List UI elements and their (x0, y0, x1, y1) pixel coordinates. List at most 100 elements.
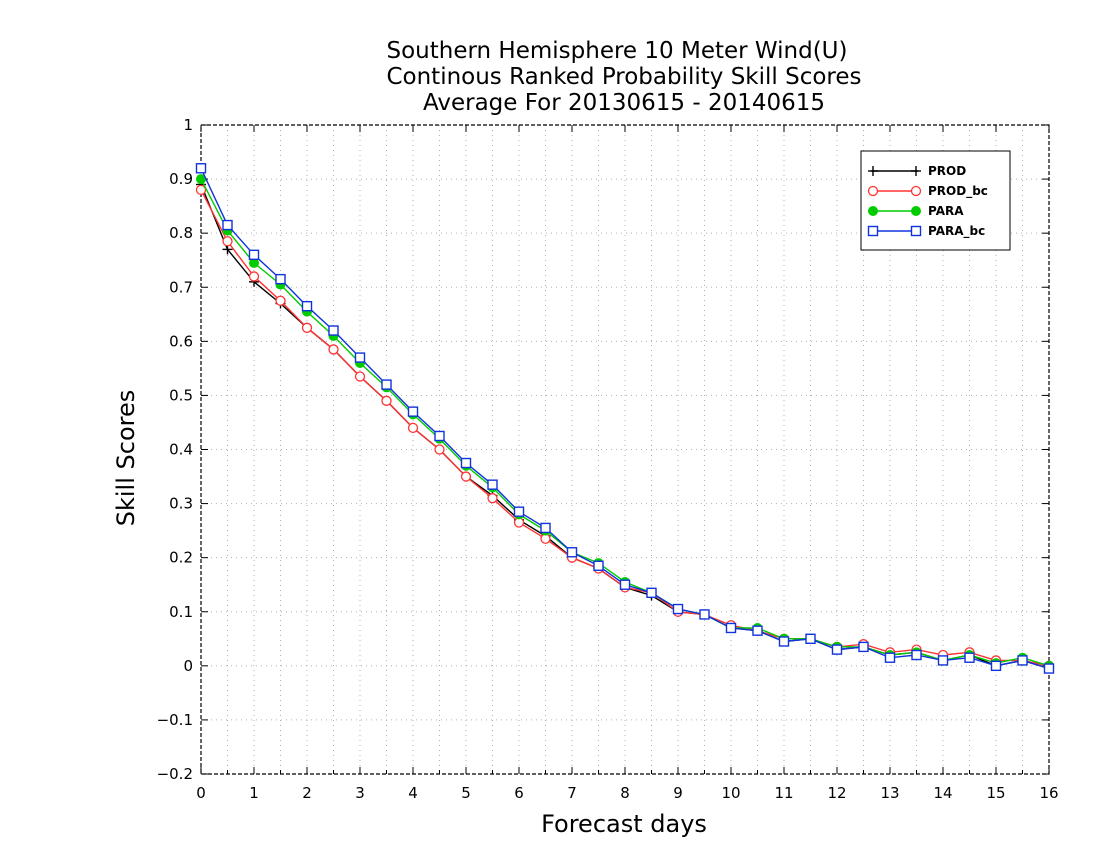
chart-title-line-1: Southern Hemisphere 10 Meter Wind(U) (387, 38, 848, 64)
legend-entry-prod: PROD (868, 164, 966, 178)
chart-title-line-3: Average For 20130615 - 20140615 (423, 90, 825, 116)
data-point-para-bc (487, 479, 498, 490)
data-point-para-bc (460, 457, 472, 469)
data-point-para-bc (328, 325, 339, 336)
legend-marker (868, 206, 878, 216)
data-point-prod-bc (301, 322, 313, 333)
data-point-prod-bc (328, 344, 339, 355)
data-point-para-bc (407, 406, 419, 417)
legend-marker (911, 166, 921, 176)
legend: PROD PROD_bc PARA PARA_bc (860, 150, 1011, 251)
y-tick-label: −0.1 (157, 711, 193, 729)
data-point-para-bc (672, 603, 684, 615)
x-tick-label: 0 (196, 784, 206, 802)
data-point-prod-bc (487, 493, 498, 504)
legend-entry-para-bc: PARA_bc (867, 224, 985, 239)
y-tick-label: 0.5 (169, 386, 193, 404)
y-axis-title: Skill Scores (112, 390, 140, 527)
x-tick-label: 15 (986, 784, 1005, 802)
legend-label-para-bc: PARA_bc (928, 224, 985, 239)
x-tick-label: 1 (249, 784, 259, 802)
series-para-bc (195, 163, 1055, 674)
y-tick-label: 0.6 (169, 332, 193, 350)
data-point-prod-bc (222, 236, 233, 247)
legend-label-para: PARA (928, 204, 964, 218)
data-point-para-bc (831, 644, 843, 655)
x-tick-label: 4 (408, 784, 418, 802)
x-tick-label: 7 (567, 784, 577, 802)
legend-label-prod-bc: PROD_bc (928, 184, 988, 199)
data-point-para-bc (805, 633, 816, 644)
data-point-para-bc (1017, 655, 1028, 666)
series-layer (195, 163, 1055, 674)
data-point-para-bc (593, 560, 604, 571)
data-point-para-bc (752, 625, 763, 636)
x-tick-label: 14 (933, 784, 952, 802)
data-point-para-bc (381, 379, 392, 390)
data-point-para-bc (699, 609, 710, 620)
axes: 0 1 2 3 4 5 6 7 8 9 10 11 12 13 14 15 16−0.2−0.100.10.20… (157, 116, 1059, 802)
data-point-para-bc (858, 641, 869, 653)
data-point-para-bc (301, 300, 313, 312)
legend-marker (910, 225, 922, 237)
x-tick-label: 8 (620, 784, 630, 802)
legend-marker (868, 166, 878, 176)
data-point-para-bc (646, 587, 657, 599)
data-point-para-bc (195, 163, 207, 174)
data-point-para-bc (354, 352, 366, 363)
data-point-para-bc (619, 579, 631, 590)
y-tick-label: 0.1 (169, 603, 193, 621)
data-point-para-bc (248, 249, 260, 261)
x-tick-label: 13 (880, 784, 899, 802)
data-point-para-bc (884, 652, 896, 663)
legend-box (860, 150, 1011, 251)
data-point-para-bc (725, 622, 737, 634)
y-tick-label: 0 (183, 657, 193, 675)
chart-title-line-2: Continous Ranked Probability Skill Score… (386, 64, 861, 90)
series-line-para (200, 178, 1050, 667)
y-tick-label: 0.2 (169, 549, 193, 567)
x-tick-label: 10 (721, 784, 740, 802)
x-tick-label: 6 (514, 784, 524, 802)
legend-marker (867, 225, 879, 237)
data-point-prod-bc (275, 295, 286, 306)
legend-marker (867, 185, 879, 197)
x-tick-label: 11 (774, 784, 793, 802)
data-point-para-bc (513, 506, 525, 517)
series-line-prod-bc (200, 189, 1050, 667)
data-point-prod-bc (460, 471, 472, 482)
x-tick-label: 9 (673, 784, 683, 802)
x-axis-title: Forecast days (541, 810, 707, 838)
data-point-para-bc (911, 649, 922, 661)
y-tick-label: 0.4 (169, 441, 193, 459)
data-point-para-bc (222, 219, 233, 231)
data-point-para-bc (275, 273, 286, 285)
legend-entry-para: PARA (868, 204, 964, 218)
legend-label-prod: PROD (928, 164, 966, 178)
data-point-para-bc (964, 652, 975, 663)
data-point-prod-bc (354, 371, 366, 382)
legend-entry-prod-bc: PROD_bc (867, 184, 988, 199)
y-tick-label: 0.8 (169, 224, 193, 242)
data-point-prod-bc (195, 184, 207, 196)
data-point-prod-bc (381, 395, 392, 406)
x-tick-label: 12 (827, 784, 846, 802)
data-point-para-bc (990, 660, 1002, 672)
data-point-prod-bc (248, 271, 260, 282)
y-tick-label: 0.7 (169, 278, 193, 296)
data-point-para-bc (434, 430, 445, 442)
data-point-prod-bc (434, 444, 445, 455)
legend-marker (910, 185, 922, 197)
data-point-prod-bc (407, 422, 419, 434)
x-tick-label: 2 (302, 784, 312, 802)
data-point-para-bc (566, 547, 578, 558)
series-prod-bc (195, 184, 1055, 671)
y-tick-label: 0.3 (169, 495, 193, 513)
data-point-para-bc (778, 636, 790, 647)
x-tick-label: 16 (1039, 784, 1058, 802)
y-tick-label: −0.2 (157, 765, 193, 783)
data-point-para-bc (1043, 663, 1055, 674)
legend-marker (911, 206, 921, 216)
data-point-para-bc (540, 522, 551, 534)
